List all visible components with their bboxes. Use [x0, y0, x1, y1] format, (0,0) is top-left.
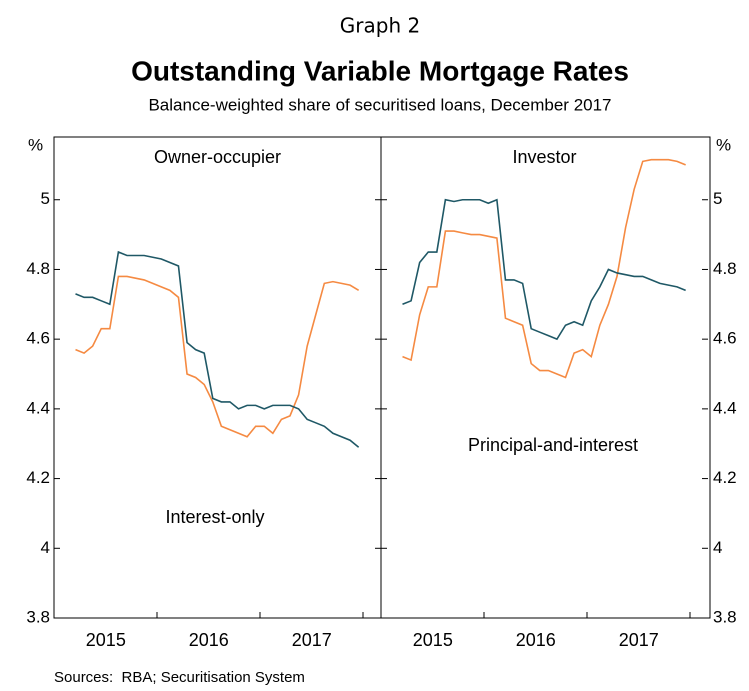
y-tick-label: 3.8 — [713, 607, 737, 626]
y-tick-label: 4.4 — [713, 398, 737, 417]
series-line — [75, 275, 360, 438]
x-tick-label: 2015 — [413, 630, 453, 650]
y-tick-label: 4.6 — [713, 329, 737, 348]
x-tick-label: 2016 — [189, 630, 229, 650]
panel-title: Investor — [512, 147, 576, 167]
y-tick-label: 4.8 — [713, 259, 737, 278]
panel-title: Owner-occupier — [154, 147, 281, 167]
series-label: Interest-only — [165, 507, 264, 527]
y-tick-label: 4.2 — [713, 468, 737, 487]
y-tick-label: 4.6 — [26, 329, 50, 348]
y-unit: % — [28, 135, 43, 154]
y-tick-label: 4.2 — [26, 468, 50, 487]
chart-subtitle: Balance-weighted share of securitised lo… — [148, 95, 611, 114]
x-tick-label: 2017 — [292, 630, 332, 650]
x-tick-label: 2015 — [86, 630, 126, 650]
series-line — [402, 158, 686, 379]
y-tick-label: 5 — [41, 189, 50, 208]
x-tick-label: 2017 — [619, 630, 659, 650]
chart-title: Outstanding Variable Mortgage Rates — [131, 55, 629, 86]
series-label: Principal-and-interest — [468, 435, 638, 455]
y-tick-label: 3.8 — [26, 607, 50, 626]
y-tick-label: 5 — [713, 189, 722, 208]
series-line — [75, 250, 360, 448]
x-tick-label: 2016 — [516, 630, 556, 650]
y-tick-label: 4 — [713, 538, 722, 557]
y-tick-label: 4 — [41, 538, 50, 557]
plot-frame — [53, 136, 711, 619]
y-unit: % — [716, 135, 731, 154]
series-line — [402, 198, 686, 341]
y-tick-label: 4.4 — [26, 398, 50, 417]
graph-label: Graph 2 — [340, 14, 420, 38]
sources: Sources: RBA; Securitisation System — [54, 669, 305, 686]
y-tick-label: 4.8 — [26, 259, 50, 278]
